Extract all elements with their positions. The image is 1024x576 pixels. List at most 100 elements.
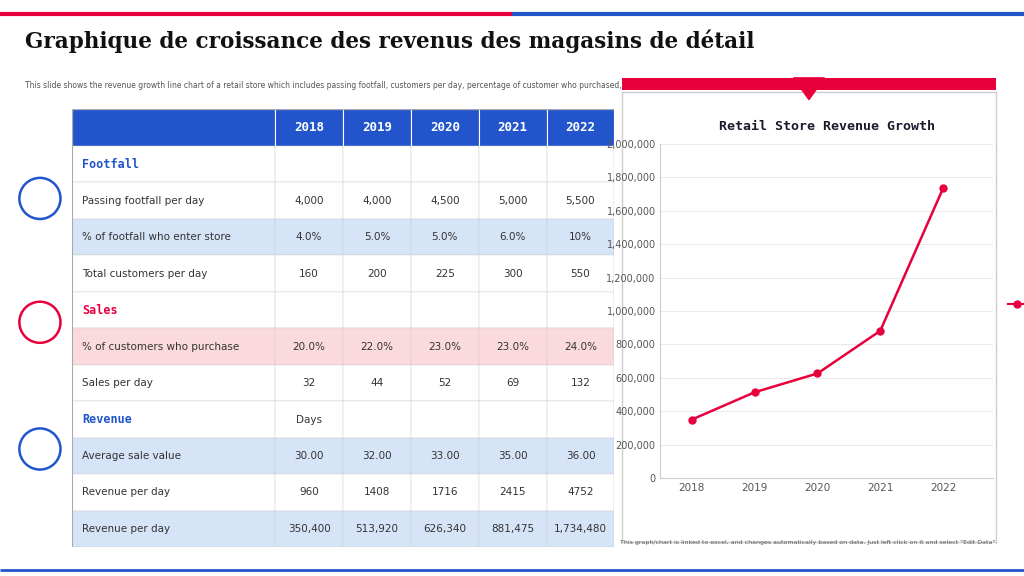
FancyBboxPatch shape	[72, 109, 275, 146]
FancyBboxPatch shape	[343, 365, 411, 401]
FancyBboxPatch shape	[547, 365, 614, 401]
FancyBboxPatch shape	[72, 438, 275, 474]
FancyBboxPatch shape	[547, 109, 614, 146]
FancyBboxPatch shape	[479, 219, 547, 255]
FancyBboxPatch shape	[72, 511, 275, 547]
FancyBboxPatch shape	[411, 474, 479, 511]
Text: Sales: Sales	[82, 304, 118, 317]
FancyBboxPatch shape	[343, 438, 411, 474]
Text: 33.00: 33.00	[430, 451, 460, 461]
Text: 52: 52	[438, 378, 452, 388]
FancyBboxPatch shape	[479, 401, 547, 438]
Title: Retail Store Revenue Growth: Retail Store Revenue Growth	[719, 120, 935, 133]
Legend: Revenue: Revenue	[1004, 295, 1024, 313]
Text: 960: 960	[299, 487, 319, 498]
Text: 5,000: 5,000	[498, 196, 527, 206]
FancyBboxPatch shape	[72, 328, 275, 365]
Text: 2415: 2415	[500, 487, 526, 498]
Text: 513,920: 513,920	[355, 524, 398, 534]
Text: 10%: 10%	[569, 232, 592, 242]
Text: Total customers per day: Total customers per day	[82, 268, 207, 279]
Text: 32: 32	[302, 378, 315, 388]
FancyBboxPatch shape	[72, 365, 275, 401]
FancyBboxPatch shape	[275, 183, 343, 219]
Text: 550: 550	[570, 268, 591, 279]
Text: 35.00: 35.00	[498, 451, 527, 461]
Text: % of footfall who enter store: % of footfall who enter store	[82, 232, 230, 242]
FancyBboxPatch shape	[479, 109, 547, 146]
FancyBboxPatch shape	[275, 438, 343, 474]
Text: 30.00: 30.00	[294, 451, 324, 461]
Text: 32.00: 32.00	[362, 451, 392, 461]
Text: % of customers who purchase: % of customers who purchase	[82, 342, 240, 351]
FancyBboxPatch shape	[343, 292, 411, 328]
Text: 2019: 2019	[361, 121, 392, 134]
FancyBboxPatch shape	[411, 401, 479, 438]
Text: 23.0%: 23.0%	[428, 342, 461, 351]
Text: 69: 69	[506, 378, 519, 388]
FancyBboxPatch shape	[275, 255, 343, 292]
FancyBboxPatch shape	[275, 219, 343, 255]
FancyBboxPatch shape	[623, 92, 995, 543]
Text: 4,000: 4,000	[362, 196, 392, 206]
FancyBboxPatch shape	[411, 438, 479, 474]
Text: 225: 225	[435, 268, 455, 279]
Text: 36.00: 36.00	[565, 451, 595, 461]
FancyBboxPatch shape	[547, 146, 614, 183]
Text: Sales per day: Sales per day	[82, 378, 153, 388]
Text: This slide shows the revenue growth line chart of a retail store which includes : This slide shows the revenue growth line…	[26, 81, 774, 90]
Text: 20.0%: 20.0%	[293, 342, 326, 351]
Text: 4,000: 4,000	[294, 196, 324, 206]
FancyBboxPatch shape	[411, 183, 479, 219]
FancyBboxPatch shape	[343, 401, 411, 438]
FancyBboxPatch shape	[72, 255, 275, 292]
FancyBboxPatch shape	[479, 365, 547, 401]
Text: 44: 44	[371, 378, 384, 388]
FancyBboxPatch shape	[275, 146, 343, 183]
FancyBboxPatch shape	[411, 146, 479, 183]
FancyBboxPatch shape	[72, 183, 275, 219]
FancyBboxPatch shape	[343, 109, 411, 146]
Text: 5.0%: 5.0%	[431, 232, 458, 242]
FancyBboxPatch shape	[343, 511, 411, 547]
Text: This graph/chart is linked to excel, and changes automatically based on data. Ju: This graph/chart is linked to excel, and…	[621, 540, 997, 545]
FancyBboxPatch shape	[343, 255, 411, 292]
FancyBboxPatch shape	[72, 292, 275, 328]
Text: 132: 132	[570, 378, 591, 388]
Text: Revenue: Revenue	[82, 413, 132, 426]
FancyBboxPatch shape	[623, 78, 995, 90]
FancyBboxPatch shape	[547, 183, 614, 219]
Text: Graphique de croissance des revenus des magasins de détail: Graphique de croissance des revenus des …	[26, 29, 755, 52]
FancyBboxPatch shape	[547, 292, 614, 328]
FancyBboxPatch shape	[275, 474, 343, 511]
FancyBboxPatch shape	[275, 365, 343, 401]
FancyBboxPatch shape	[411, 328, 479, 365]
Text: 1408: 1408	[364, 487, 390, 498]
FancyBboxPatch shape	[72, 146, 275, 183]
Text: 4752: 4752	[567, 487, 594, 498]
Text: Average sale value: Average sale value	[82, 451, 181, 461]
FancyBboxPatch shape	[411, 292, 479, 328]
Text: 200: 200	[368, 268, 387, 279]
FancyBboxPatch shape	[547, 438, 614, 474]
FancyBboxPatch shape	[72, 219, 275, 255]
Text: 2022: 2022	[565, 121, 596, 134]
Text: Passing footfall per day: Passing footfall per day	[82, 196, 204, 206]
FancyBboxPatch shape	[479, 438, 547, 474]
FancyBboxPatch shape	[343, 474, 411, 511]
Text: Footfall: Footfall	[82, 158, 139, 170]
FancyBboxPatch shape	[479, 328, 547, 365]
Text: 2018: 2018	[294, 121, 325, 134]
FancyBboxPatch shape	[479, 292, 547, 328]
FancyBboxPatch shape	[275, 292, 343, 328]
Text: 1716: 1716	[431, 487, 458, 498]
Polygon shape	[794, 78, 824, 100]
FancyBboxPatch shape	[411, 109, 479, 146]
FancyBboxPatch shape	[479, 183, 547, 219]
FancyBboxPatch shape	[547, 511, 614, 547]
FancyBboxPatch shape	[547, 255, 614, 292]
FancyBboxPatch shape	[275, 109, 343, 146]
FancyBboxPatch shape	[547, 328, 614, 365]
FancyBboxPatch shape	[479, 146, 547, 183]
FancyBboxPatch shape	[411, 255, 479, 292]
